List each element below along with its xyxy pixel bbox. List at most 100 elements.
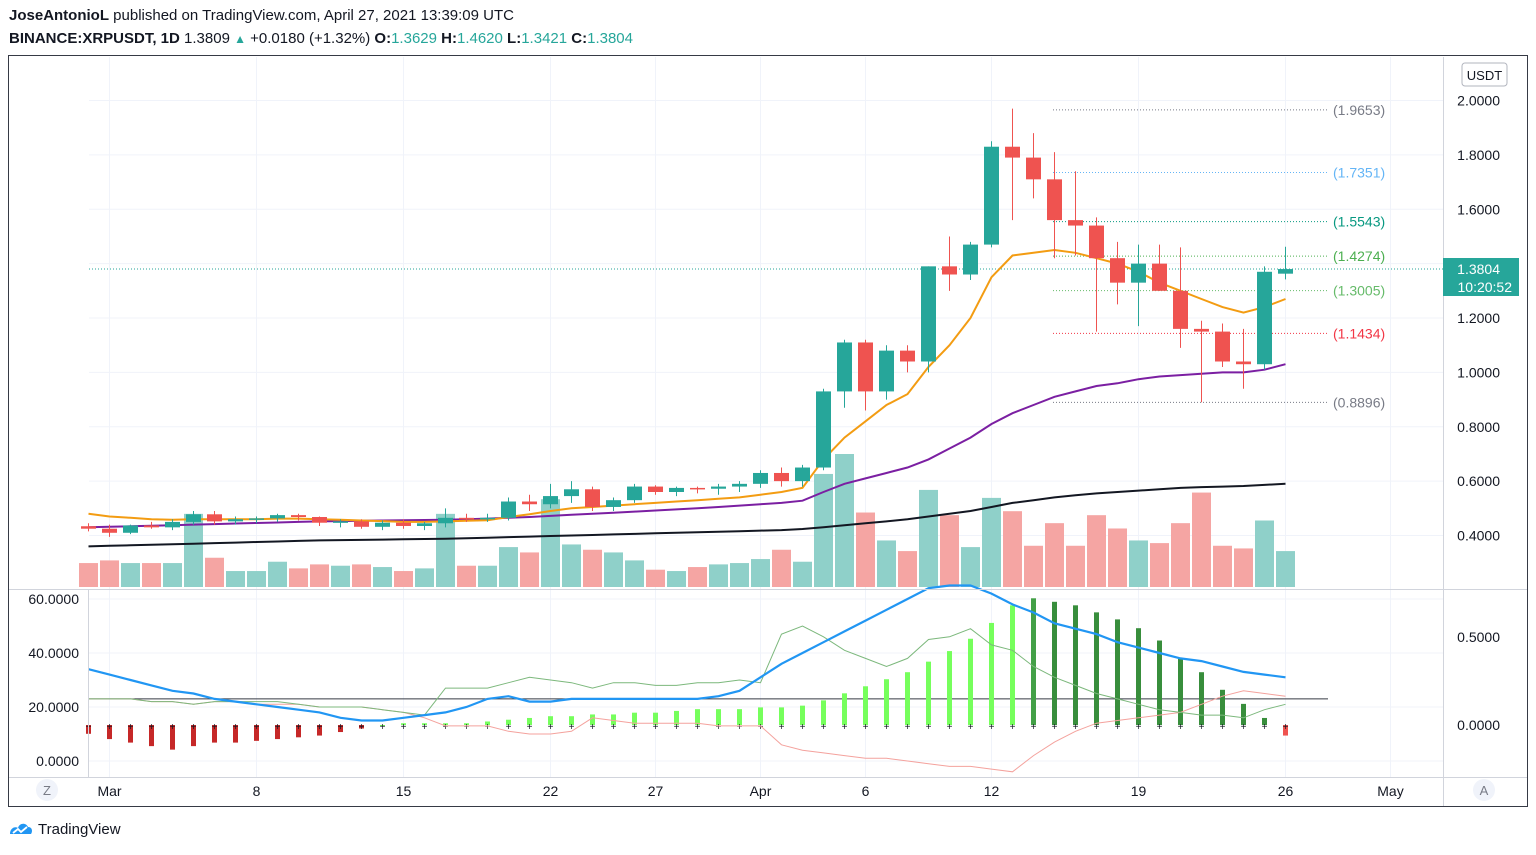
candle-body — [1215, 331, 1230, 362]
time-tick-label: May — [1377, 783, 1403, 799]
published-text: published on TradingView.com, April 27, … — [113, 7, 514, 24]
volume-bar — [394, 571, 413, 587]
zero-marker: + — [1241, 722, 1247, 733]
candle-body — [1047, 179, 1062, 221]
indicator-pane[interactable]: + + + + + + + + + + + + + + + + + + + + + + + + + + + + + + + + + + + + + + + +… — [86, 584, 1328, 773]
volume-bar — [100, 560, 119, 587]
candle-body — [942, 266, 957, 275]
time-tick-label: Apr — [750, 783, 772, 799]
price-tick-label: 0.6000 — [1457, 473, 1500, 489]
zero-marker: + — [317, 722, 323, 733]
candle-body — [1131, 263, 1146, 283]
zero-marker: + — [632, 722, 638, 733]
zero-marker: + — [128, 722, 134, 733]
candle-body — [837, 342, 852, 392]
ind-left-tick-label: 0.0000 — [36, 753, 79, 769]
histogram-bar — [1283, 725, 1288, 736]
zero-marker: + — [548, 722, 554, 733]
candle-body — [123, 525, 138, 533]
fib-label: (1.1434) — [1333, 325, 1385, 341]
zero-marker: + — [1094, 722, 1100, 733]
volume-bar — [121, 563, 140, 587]
histogram-bar — [1115, 619, 1120, 725]
histogram-bar — [443, 723, 448, 725]
footer-brand[interactable]: TradingView — [8, 820, 121, 838]
volume-bar — [793, 561, 812, 587]
zero-marker: + — [611, 722, 617, 733]
zero-marker: + — [800, 722, 806, 733]
high-label: H: — [441, 30, 457, 47]
histogram-bar — [632, 712, 637, 725]
ind-left-tick-label: 20.0000 — [28, 699, 79, 715]
zero-marker: + — [506, 722, 512, 733]
histogram-bar — [464, 723, 469, 725]
volume-bar — [184, 513, 203, 587]
zero-marker: + — [443, 722, 449, 733]
zero-marker: + — [590, 722, 596, 733]
time-tick-label: 22 — [543, 783, 559, 799]
histogram-bar — [884, 679, 889, 725]
zero-marker: + — [359, 722, 365, 733]
candle-body — [228, 519, 243, 522]
time-tick-label: 26 — [1278, 783, 1294, 799]
volume-bar — [310, 564, 329, 587]
candle-body — [984, 146, 999, 245]
histogram-bar — [590, 714, 595, 725]
time-tick-label: 15 — [396, 783, 412, 799]
histogram-bar — [149, 725, 154, 747]
author-name[interactable]: JoseAntonioL — [9, 7, 109, 24]
zero-marker: + — [926, 722, 932, 733]
candle-body — [900, 350, 915, 362]
volume-bar — [562, 544, 581, 587]
adx-line — [88, 584, 1286, 722]
zero-marker: + — [842, 722, 848, 733]
candle-body — [333, 521, 348, 523]
zero-marker: + — [296, 722, 302, 733]
volume-bar — [1255, 520, 1274, 587]
volume-bar — [625, 560, 644, 587]
histogram-bar — [233, 725, 238, 743]
zero-marker: + — [527, 722, 533, 733]
zero-marker: + — [1283, 722, 1289, 733]
zero-marker: + — [905, 722, 911, 733]
histogram-bar — [863, 686, 868, 725]
z-button — [36, 779, 58, 801]
volume-bar — [79, 563, 98, 587]
zero-marker: + — [191, 722, 197, 733]
volume-bar — [1108, 528, 1127, 587]
histogram-bar — [1157, 640, 1162, 725]
candle-body — [270, 515, 285, 519]
zero-marker: + — [233, 722, 239, 733]
candle-body — [606, 500, 621, 507]
histogram-bar — [170, 725, 175, 750]
histogram-bar — [128, 725, 133, 743]
volume-bar — [1066, 545, 1085, 587]
ind-right-tick-label: 0.5000 — [1457, 629, 1500, 645]
price-tick-label: 1.6000 — [1457, 201, 1500, 217]
histogram-bar — [926, 661, 931, 725]
zero-marker: + — [569, 722, 575, 733]
a-button — [1473, 779, 1495, 801]
last-price-tag — [1443, 258, 1519, 296]
candles[interactable] — [81, 108, 1293, 537]
histogram-bar — [275, 725, 280, 740]
di-minus-line — [88, 690, 1286, 773]
volume-bar — [583, 549, 602, 587]
histogram-bar — [779, 707, 784, 725]
time-tick-label: Mar — [97, 783, 121, 799]
candle-body — [1026, 157, 1041, 180]
candle-body — [1068, 220, 1083, 226]
volume-bar — [1024, 545, 1043, 587]
price-tick-label: 1.2000 — [1457, 310, 1500, 326]
candle-body — [1257, 271, 1272, 365]
price-tick-label: 0.8000 — [1457, 419, 1500, 435]
volume-bar — [688, 567, 707, 587]
histogram-bar — [1094, 612, 1099, 725]
volume-bar — [1192, 492, 1211, 587]
histogram-bar — [653, 712, 658, 725]
candle-body — [207, 514, 222, 522]
ind-left-tick-label: 40.0000 — [28, 645, 79, 661]
candle-body — [1110, 258, 1125, 283]
zero-marker: + — [464, 722, 470, 733]
